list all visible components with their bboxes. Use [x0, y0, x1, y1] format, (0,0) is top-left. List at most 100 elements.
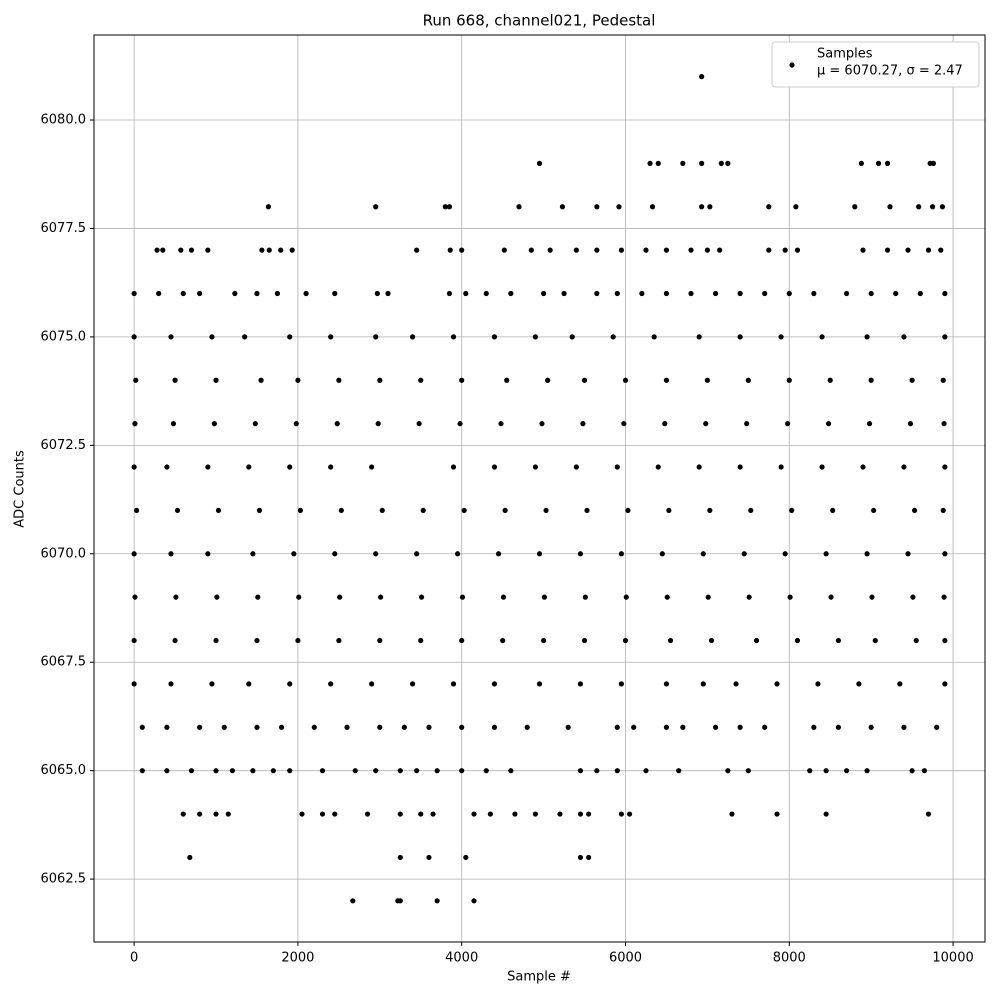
point [905, 247, 911, 253]
point [205, 464, 211, 470]
point [173, 594, 179, 600]
point [705, 594, 711, 600]
point [278, 724, 285, 730]
point [457, 421, 463, 427]
point [296, 594, 302, 600]
point [397, 811, 403, 817]
point [131, 681, 137, 687]
point [909, 377, 915, 383]
point [823, 811, 829, 817]
point [297, 507, 303, 514]
point [250, 551, 256, 557]
point [864, 334, 870, 340]
point [540, 637, 547, 644]
point [328, 334, 334, 340]
point [864, 551, 870, 557]
point [132, 421, 138, 427]
point [942, 334, 948, 340]
point [664, 594, 670, 600]
point [131, 637, 137, 644]
point [254, 290, 260, 297]
point [450, 334, 457, 340]
point [696, 464, 702, 470]
point [614, 724, 620, 730]
point [725, 160, 731, 166]
point [369, 464, 375, 470]
point [916, 204, 922, 210]
point [426, 724, 432, 730]
point [154, 247, 160, 253]
point [471, 811, 477, 817]
point [491, 724, 498, 730]
point [830, 507, 836, 514]
point [416, 421, 422, 427]
point [450, 681, 457, 687]
point [172, 377, 178, 383]
point [295, 377, 301, 383]
point [373, 204, 379, 210]
point [844, 290, 850, 297]
point [287, 334, 293, 340]
point [174, 507, 181, 514]
point [420, 507, 426, 514]
point [907, 421, 914, 427]
point [287, 464, 293, 470]
point [930, 160, 937, 166]
point [278, 247, 284, 253]
point [860, 464, 866, 470]
point [168, 551, 174, 557]
point [594, 247, 600, 253]
point [455, 551, 461, 557]
point [631, 724, 637, 730]
point [666, 507, 672, 514]
y-tick-label: 6080.0 [41, 113, 87, 128]
point [180, 290, 186, 297]
point [131, 551, 137, 557]
point [618, 551, 624, 557]
point [942, 637, 948, 644]
point [925, 247, 932, 253]
point [703, 421, 709, 427]
point [766, 247, 772, 253]
point [762, 724, 768, 730]
point [766, 204, 772, 210]
point [289, 247, 295, 253]
point [704, 377, 710, 383]
point [197, 724, 203, 730]
point [319, 811, 326, 817]
point [911, 507, 918, 514]
point [508, 290, 514, 297]
point [868, 377, 874, 383]
point [707, 507, 713, 514]
point [737, 724, 743, 730]
point [188, 247, 195, 253]
point [156, 290, 162, 297]
point [547, 247, 553, 253]
point [459, 247, 465, 253]
point [319, 768, 326, 774]
point [737, 290, 743, 297]
point [577, 768, 584, 774]
point [917, 290, 923, 297]
point [303, 290, 309, 297]
point [741, 551, 747, 557]
point [565, 724, 571, 730]
point [414, 247, 420, 253]
point [614, 464, 620, 470]
point [700, 551, 706, 557]
point [778, 334, 784, 340]
point [209, 681, 215, 687]
point [213, 811, 219, 817]
point [132, 594, 138, 600]
point [214, 594, 220, 600]
point [338, 507, 344, 514]
point [696, 334, 702, 340]
point [502, 507, 508, 514]
point [336, 637, 342, 644]
point [344, 724, 350, 730]
point [618, 681, 624, 687]
point [875, 160, 882, 166]
point [409, 681, 416, 687]
point [614, 290, 620, 297]
point [266, 247, 272, 253]
